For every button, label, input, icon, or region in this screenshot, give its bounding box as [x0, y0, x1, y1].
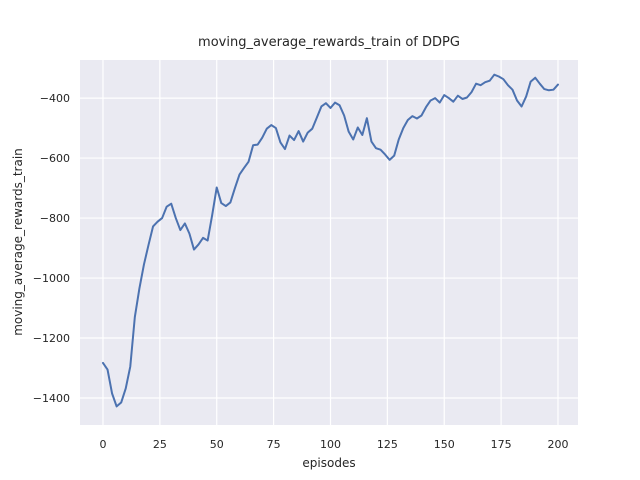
series-line: [101, 73, 559, 408]
y-tick-label: −1200: [33, 332, 70, 345]
x-tick-labels: 0 25 50 75 100 125 150 175 200: [99, 438, 568, 451]
chart-title: moving_average_rewards_train of DDPG: [198, 35, 460, 50]
x-tick-label: 125: [377, 438, 398, 451]
y-tick-labels: −400 −600 −800 −1000 −1200 −1400: [33, 92, 70, 405]
y-axis-label: moving_average_rewards_train: [11, 148, 25, 336]
x-tick-label: 200: [547, 438, 568, 451]
y-tick-label: −800: [40, 212, 70, 225]
y-tick-label: −600: [40, 152, 70, 165]
y-tick-label: −1400: [33, 392, 70, 405]
x-tick-label: 100: [320, 438, 341, 451]
plot-area: [80, 60, 578, 425]
x-axis-label: episodes: [302, 456, 355, 470]
x-tick-label: 150: [434, 438, 455, 451]
x-tick-label: 0: [99, 438, 106, 451]
x-tick-label: 50: [210, 438, 224, 451]
y-tick-label: −400: [40, 92, 70, 105]
y-tick-label: −1000: [33, 272, 70, 285]
x-tick-label: 75: [267, 438, 281, 451]
x-tick-label: 25: [153, 438, 167, 451]
x-tick-label: 175: [491, 438, 512, 451]
